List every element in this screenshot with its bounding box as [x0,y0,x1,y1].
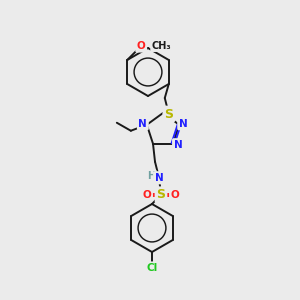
Text: O: O [171,190,179,200]
Text: O: O [137,41,146,51]
Text: CH₃: CH₃ [151,41,171,51]
Text: H: H [147,171,155,181]
Text: S: S [164,107,173,121]
Text: Cl: Cl [146,263,158,273]
Text: N: N [179,119,188,129]
Text: S: S [157,188,166,201]
Text: O: O [142,190,152,200]
Text: N: N [174,140,182,150]
Text: N: N [154,173,164,183]
Text: N: N [139,119,147,129]
